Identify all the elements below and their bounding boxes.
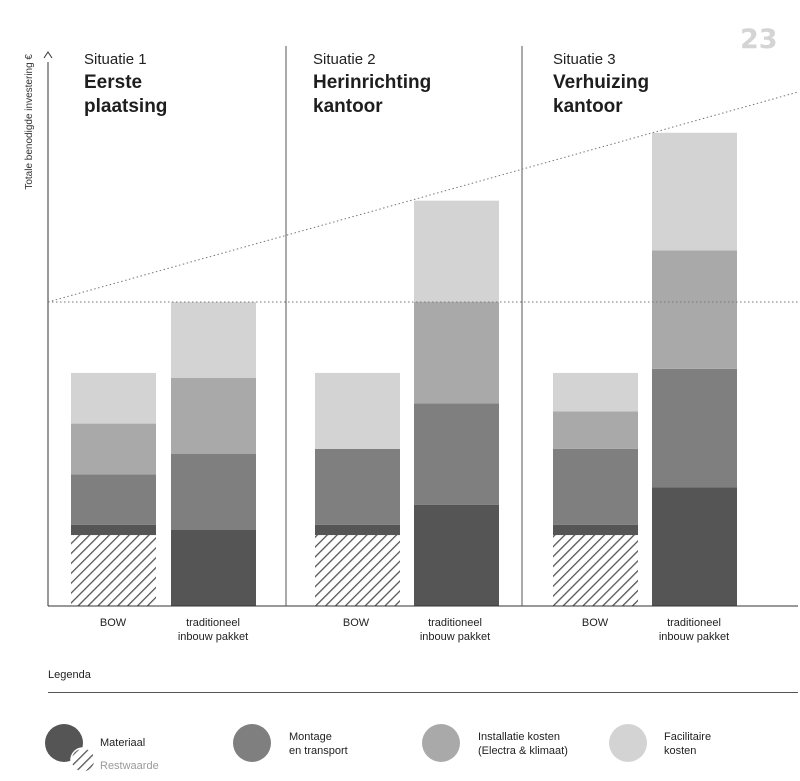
situation-1-title-line-1: Eerste [84,72,143,93]
category-label: traditioneel inbouw pakket [153,616,273,644]
bar-segment-facilitair [171,302,256,378]
y-axis-arrow-icon [43,51,53,59]
bar-segment-installatie [71,423,156,475]
situation-2-title: Herinrichting kantoor [313,71,513,119]
situation-2-title-line-2: kantoor [313,96,383,117]
legend-swatch-facilitair [609,724,647,762]
legend-label-restwaarde: Restwaarde [100,760,159,772]
situation-1-title-line-2: plaatsing [84,96,168,117]
bar-segment-montage [553,448,638,525]
situation-1-title: Eerste plaatsing [84,71,284,119]
category-label: traditioneel inbouw pakket [395,616,515,644]
category-label: BOW [535,616,655,630]
legend-label-installatie: Installatie kosten (Electra & klimaat) [478,731,568,757]
category-label: BOW [53,616,173,630]
category-label-line: BOW [581,617,609,629]
legend-title: Legenda [48,669,91,681]
situation-2-label: Situatie 2 [313,51,376,68]
situation-1-label: Situatie 1 [84,51,147,68]
situation-3-label: Situatie 3 [553,51,616,68]
category-label-line: BOW [342,617,370,629]
bar-segment-materiaal [652,487,737,606]
bar-segment-montage [315,448,400,525]
legend-divider [48,692,798,693]
situation-3-title-line-1: Verhuizing [553,72,650,93]
bar-segment-materiaal [171,530,256,606]
situation-3-title: Verhuizing kantoor [553,71,753,119]
bar-segment-facilitair [553,372,638,412]
legend-swatch-montage [233,724,271,762]
page-number: 23 [740,24,778,55]
bar-segment-installatie [553,411,638,449]
bar-segment-montage [652,368,737,488]
category-label-line: inbouw pakket [419,631,491,643]
bar-segment-restwaarde [553,535,638,606]
legend-label-montage: Montage en transport [289,731,348,757]
bar-segment-facilitair [71,372,156,424]
bar-segment-restwaarde [315,535,400,606]
category-label-line: BOW [99,617,127,629]
category-label-line: traditioneel [667,617,721,629]
bar-segment-montage [171,454,256,530]
bar-segment-facilitair [315,372,400,449]
bar-segment-materiaal [414,504,499,606]
trend-line [47,91,799,303]
category-label-line: traditioneel [186,617,240,629]
situation-2-title-line-1: Herinrichting [313,72,432,93]
bar-segment-installatie [414,302,499,404]
legend-swatch-restwaarde [70,747,96,773]
bar-segment-montage [71,474,156,525]
bar-segment-facilitair [652,132,737,251]
legend-label-materiaal: Materiaal [100,737,146,749]
lines-layer [43,46,799,607]
bar-segment-installatie [652,250,737,369]
category-label-line: inbouw pakket [658,631,730,643]
category-label: traditioneel inbouw pakket [634,616,754,644]
situation-3-title-line-2: kantoor [553,96,623,117]
bar-segment-facilitair [414,200,499,302]
category-label: BOW [296,616,416,630]
bar-segment-restwaarde [71,535,156,606]
legend-label-facilitair: Facilitaire kosten [664,731,712,757]
bar-segment-montage [414,403,499,505]
category-label-line: traditioneel [428,617,482,629]
category-label-line: inbouw pakket [177,631,249,643]
bars-layer [71,132,737,606]
legend-swatch-installatie [422,724,460,762]
bar-segment-installatie [171,378,256,454]
